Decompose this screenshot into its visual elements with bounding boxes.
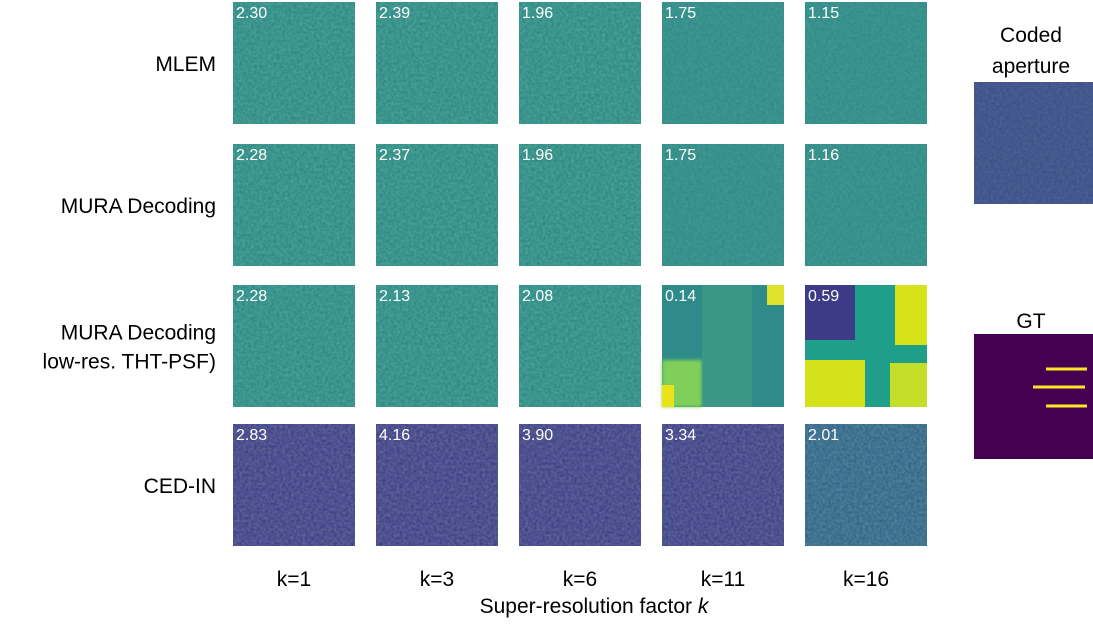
block <box>805 285 855 340</box>
row-label: MLEM <box>155 53 216 76</box>
score: 3.34 <box>665 427 696 444</box>
score: 2.28 <box>236 147 267 164</box>
result-image <box>519 144 641 266</box>
block <box>890 363 927 407</box>
x-axis-title-var: k <box>698 595 710 618</box>
x-axis-title-text: Super-resolution factor <box>480 595 698 618</box>
result-image <box>233 2 355 124</box>
result-image <box>233 424 355 546</box>
score: 1.75 <box>665 147 696 164</box>
result-image <box>376 2 498 124</box>
result-image <box>805 144 927 266</box>
result-image <box>519 424 641 546</box>
score: 2.39 <box>379 5 410 22</box>
block <box>702 285 752 407</box>
score: 2.37 <box>379 147 410 164</box>
score: 3.90 <box>522 427 553 444</box>
result-image <box>376 285 498 407</box>
result-image <box>519 285 641 407</box>
x-axis-title: Super-resolution factor k <box>480 595 710 618</box>
result-image <box>805 285 927 407</box>
column-label: k=3 <box>420 568 454 591</box>
result-image <box>662 144 784 266</box>
score: 1.16 <box>808 147 839 164</box>
score: 1.96 <box>522 5 553 22</box>
score: 2.83 <box>236 427 267 444</box>
score: 0.14 <box>665 288 696 305</box>
result-image <box>233 285 355 407</box>
block <box>805 360 865 407</box>
row-label: CED-IN <box>144 475 216 498</box>
result-image <box>662 2 784 124</box>
side-label: GT <box>1016 310 1045 333</box>
score: 0.59 <box>808 288 839 305</box>
result-image <box>376 144 498 266</box>
block <box>662 385 674 407</box>
score: 2.01 <box>808 427 839 444</box>
result-image <box>662 285 784 407</box>
score: 4.16 <box>379 427 410 444</box>
block <box>767 285 784 305</box>
row-label: MURA Decoding <box>61 195 216 218</box>
side-label: Coded <box>1000 24 1062 47</box>
row-label: low-res. THT-PSF) <box>43 351 216 374</box>
result-image <box>662 424 784 546</box>
column-label: k=16 <box>843 568 889 591</box>
gt-image <box>974 334 1093 459</box>
result-image <box>519 2 641 124</box>
result-image <box>233 144 355 266</box>
score: 2.08 <box>522 288 553 305</box>
score: 1.96 <box>522 147 553 164</box>
column-label: k=1 <box>277 568 311 591</box>
side-label: aperture <box>992 55 1070 78</box>
coded-aperture-noise <box>974 82 1093 204</box>
column-label: k=6 <box>563 568 597 591</box>
row-label: MURA Decoding <box>61 322 216 345</box>
result-image <box>805 424 927 546</box>
column-label: k=11 <box>701 568 746 591</box>
score: 2.28 <box>236 288 267 305</box>
block <box>895 285 927 345</box>
score: 1.75 <box>665 5 696 22</box>
score: 2.30 <box>236 5 267 22</box>
result-image <box>376 424 498 546</box>
score: 2.13 <box>379 288 410 305</box>
result-image <box>805 2 927 124</box>
score: 1.15 <box>808 5 839 22</box>
